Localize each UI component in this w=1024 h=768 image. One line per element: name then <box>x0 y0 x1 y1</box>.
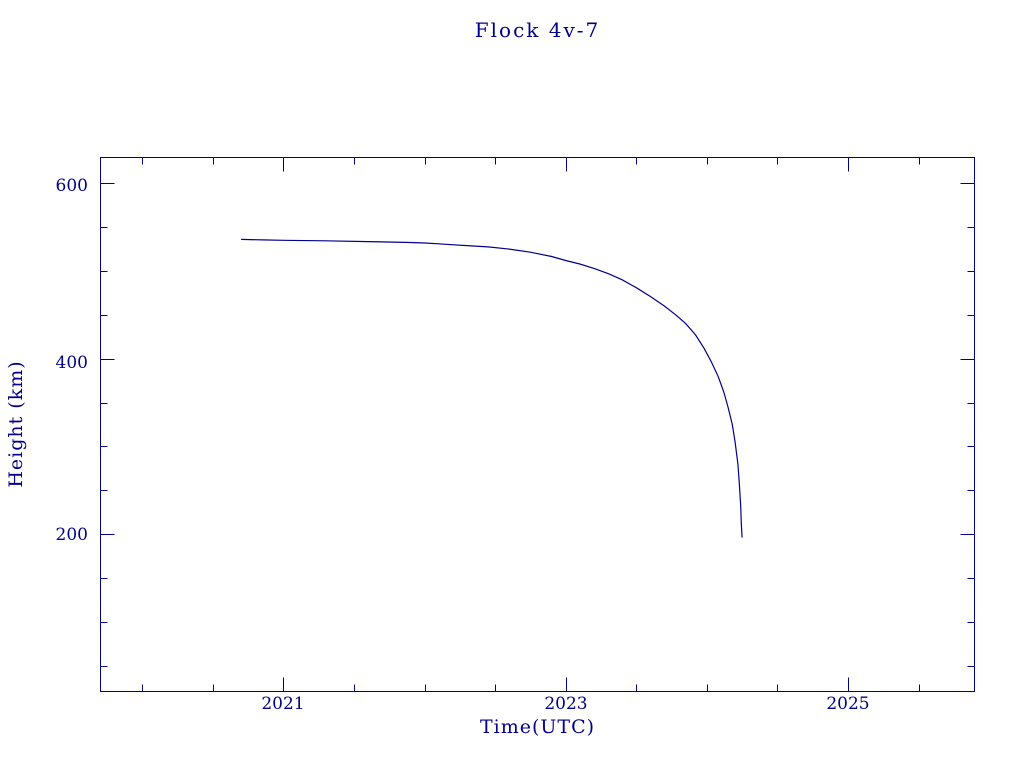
decay-curve <box>241 238 743 538</box>
x-axis-label: Time(UTC) <box>479 716 596 738</box>
x-tick-label-2023: 2023 <box>544 694 588 714</box>
x-tick-label-2025: 2025 <box>826 694 870 714</box>
y-tick-label-200: 200 <box>55 525 88 545</box>
y-tick-label-600: 600 <box>55 176 88 196</box>
x-tick-label-2021: 2021 <box>261 694 305 714</box>
y-tick-label-400: 400 <box>55 353 88 373</box>
plot-frame <box>100 157 975 692</box>
y-axis-label: Height (km) <box>5 360 27 488</box>
chart-title: Flock 4v-7 <box>474 18 601 42</box>
plot-area <box>100 157 975 692</box>
